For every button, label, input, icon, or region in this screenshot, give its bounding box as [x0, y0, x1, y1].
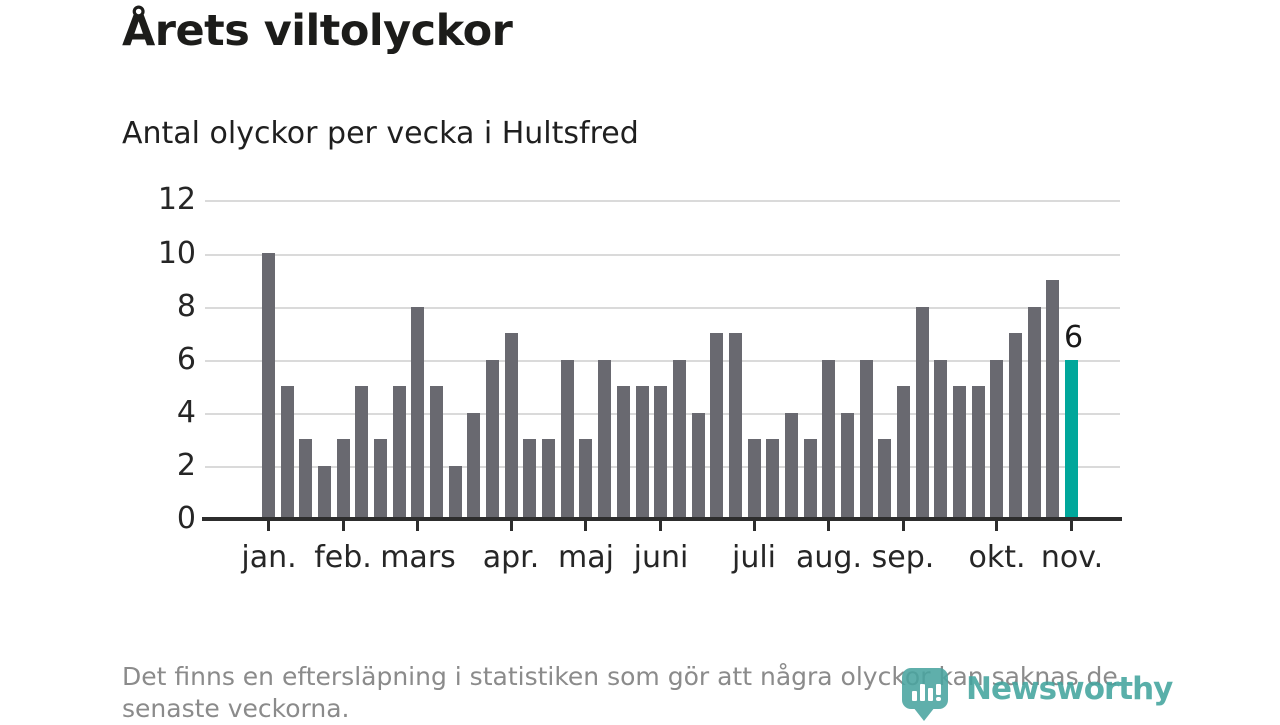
bar: [1028, 307, 1041, 519]
bar: [262, 253, 275, 519]
footer-line-1: Det finns en eftersläpning i statistiken…: [122, 662, 1118, 691]
bar: [822, 360, 835, 519]
bar: [505, 333, 518, 519]
bar: [636, 386, 649, 519]
x-tick-mars: [416, 521, 419, 531]
x-axis-label-feb.: feb.: [314, 540, 372, 575]
bar: [710, 333, 723, 519]
y-axis-label-10: 10: [157, 236, 196, 271]
x-axis-label-juli: juli: [731, 540, 777, 575]
bar: [579, 439, 592, 519]
logo-bubble-shape: [902, 668, 948, 709]
y-axis-label-12: 12: [157, 182, 196, 217]
gridline-8: [205, 307, 1120, 309]
footer-note: Det finns en eftersläpning i statistiken…: [122, 661, 1118, 725]
bar: [748, 439, 761, 519]
bar: [897, 386, 910, 519]
bar: [934, 360, 947, 519]
x-tick-okt.: [995, 521, 998, 531]
x-tick-sep.: [902, 521, 905, 531]
bar: [523, 439, 536, 519]
bar: [542, 439, 555, 519]
gridline-10: [205, 254, 1120, 256]
bar: [673, 360, 686, 519]
newsworthy-speech-bubble-barchart-icon: [900, 664, 950, 721]
bar: [393, 386, 406, 519]
bar: [355, 386, 368, 519]
bar: [785, 413, 798, 519]
bar: [411, 307, 424, 519]
y-axis-label-4: 4: [176, 395, 196, 430]
bar: [486, 360, 499, 519]
gridline-6: [205, 360, 1120, 362]
x-axis-label-mars: mars: [380, 540, 456, 575]
bar: [953, 386, 966, 519]
bar: [729, 333, 742, 519]
newsworthy-logo: Newsworthy: [900, 664, 1173, 721]
bar: [916, 307, 929, 519]
x-tick-juni: [659, 521, 662, 531]
y-axis-label-6: 6: [176, 342, 196, 377]
logo-exclamation-bar: [936, 684, 941, 695]
newsworthy-wordmark: Newsworthy: [966, 671, 1173, 707]
bar: [467, 413, 480, 519]
highlighted-bar: [1065, 360, 1078, 519]
logo-bar-tall: [920, 684, 925, 701]
y-axis-label-0: 0: [176, 501, 196, 536]
x-tick-jan.: [267, 521, 270, 531]
gridline-12: [205, 200, 1120, 202]
bar: [692, 413, 705, 519]
bar: [430, 386, 443, 519]
bar: [990, 360, 1003, 519]
bar: [878, 439, 891, 519]
y-axis-label-8: 8: [176, 289, 196, 324]
x-tick-nov.: [1070, 521, 1073, 531]
x-axis-label-apr.: apr.: [482, 540, 540, 575]
bar: [617, 386, 630, 519]
logo-bar-small: [912, 691, 917, 701]
bar: [281, 386, 294, 519]
x-axis-label-jan.: jan.: [241, 540, 297, 575]
bar: [561, 360, 574, 519]
bar: [654, 386, 667, 519]
bar: [598, 360, 611, 519]
x-tick-aug.: [827, 521, 830, 531]
bar: [337, 439, 350, 519]
bar: [374, 439, 387, 519]
x-tick-maj: [584, 521, 587, 531]
y-axis-label-2: 2: [176, 448, 196, 483]
bar: [860, 360, 873, 519]
x-axis-label-okt.: okt.: [968, 540, 1026, 575]
bar: [1009, 333, 1022, 519]
x-tick-juli: [753, 521, 756, 531]
page-title: Årets viltolyckor: [122, 6, 513, 56]
bar: [841, 413, 854, 519]
bar: [766, 439, 779, 519]
logo-exclamation-dot: [936, 697, 941, 701]
bar: [972, 386, 985, 519]
chart-subtitle: Antal olyckor per vecka i Hultsfred: [122, 116, 639, 151]
x-axis-label-aug.: aug.: [796, 540, 862, 575]
bar: [1046, 280, 1059, 519]
x-axis-label-maj: maj: [558, 540, 614, 575]
bar: [804, 439, 817, 519]
logo-bar-medium: [928, 688, 933, 701]
last-bar-value-label: 6: [1064, 320, 1084, 355]
x-axis-label-nov.: nov.: [1040, 540, 1104, 575]
footer-line-2: senaste veckorna.: [122, 694, 350, 723]
x-axis-label-sep.: sep.: [871, 540, 935, 575]
x-axis-line: [202, 517, 1122, 521]
x-tick-feb.: [342, 521, 345, 531]
bar: [318, 466, 331, 519]
logo-bubble-tail: [913, 707, 935, 721]
x-tick-apr.: [510, 521, 513, 531]
bar: [449, 466, 462, 519]
x-axis-label-juni: juni: [633, 540, 689, 575]
bar: [299, 439, 312, 519]
